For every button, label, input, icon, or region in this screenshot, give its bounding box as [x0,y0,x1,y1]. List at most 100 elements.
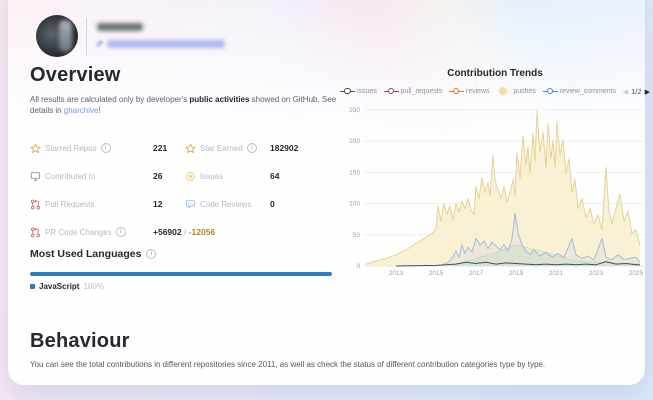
profile-url-blurred [107,39,225,48]
stat-starred-repos: Starred Repos i [30,142,153,154]
behaviour-title: Behaviour [30,330,130,352]
stat-label: Contributed to [45,171,96,181]
info-icon[interactable]: i [246,143,257,153]
contribution-trends-panel: Contribution Trends issues pull_requests… [338,68,652,276]
stat-value: 221 [153,143,168,153]
chart-legend: issues pull_requests reviews pushes revi… [338,87,652,96]
overview-title: Overview [30,64,121,86]
stats-grid: Starred Repos i 221 Star Earned i 182902… [30,134,346,246]
svg-text:0: 0 [356,263,360,270]
svg-text:50: 50 [353,232,361,239]
value-separator: / [181,227,189,237]
stat-label: Starred Repos [45,143,97,153]
description-text: All results are calculated only by devel… [30,95,190,104]
pull-request-icon [31,227,40,237]
legend-marker-icon [383,87,399,96]
pull-request-icon [31,199,40,209]
svg-text:100: 100 [349,201,360,208]
star-outline-icon [185,142,196,153]
languages-title-row: Most Used Languages i [30,248,157,260]
stat-label: Code Reviews [200,199,252,209]
stat-value: 0 [270,199,275,209]
stats-row: PR Code Changes i +56902 / -12056 [30,218,346,246]
deletions-value: -12056 [188,227,216,237]
stat-issues: Issues [185,171,270,182]
svg-text:2021: 2021 [549,270,564,276]
monitor-icon [30,171,41,181]
stats-row: Starred Repos i 221 Star Earned i 182902 [30,134,346,162]
code-review-icon [185,199,196,208]
stat-value: 182902 [270,143,299,153]
stat-code-reviews: Code Reviews [185,199,270,210]
legend-item-pushes[interactable]: pushes [496,87,536,96]
svg-text:2015: 2015 [429,270,444,276]
stat-value: 12 [153,199,163,209]
svg-text:2013: 2013 [389,270,404,276]
legend-item-issues[interactable]: issues [340,87,377,96]
description-bold: public activities [189,95,250,104]
link-icon [96,40,103,47]
description-text: ! [98,106,101,115]
pager-page-indicator: 1/2 [631,87,642,96]
stat-pull-requests: Pull Requests [30,199,153,210]
language-percent: 100% [83,282,104,291]
svg-text:2017: 2017 [469,270,484,276]
pager-prev-icon[interactable]: ◀ [622,88,629,96]
stat-label: Issues [200,171,224,181]
stat-label: Star Earned [200,143,243,153]
description-text: showed on GitHub. See details in [30,95,337,115]
profile-card: Overview All results are calculated only… [8,0,650,385]
additions-value: +56902 [153,227,182,237]
languages-title: Most Used Languages [30,248,142,260]
svg-text:2025: 2025 [629,270,644,276]
header-divider [86,18,87,56]
legend-marker-icon [542,87,558,96]
info-icon[interactable]: i [146,249,157,259]
stat-value: 26 [153,171,163,181]
legend-label: review_comments [559,88,617,95]
stat-contributed-to: Contributed to [30,171,153,182]
language-name: JavaScript [39,282,80,291]
svg-text:250: 250 [349,107,360,114]
svg-text:2019: 2019 [509,270,524,276]
svg-text:150: 150 [349,169,360,176]
info-icon[interactable]: i [100,143,111,153]
svg-text:2023: 2023 [589,270,604,276]
legend-marker-icon [340,87,355,96]
legend-item-reviews[interactable]: reviews [448,87,490,96]
gharchive-link[interactable]: gharchive [63,106,99,115]
legend-pager: ◀ 1/2 ▶ [623,87,650,96]
legend-marker-icon [496,87,512,96]
stat-star-earned: Star Earned i [185,142,270,154]
chart-title: Contribution Trends [447,68,543,79]
legend-marker-icon [448,87,464,96]
profile-link[interactable] [95,39,225,48]
stats-row: Contributed to 26 Issues 64 [30,162,346,190]
language-color-dot [30,284,35,289]
star-outline-icon [30,142,41,153]
info-icon[interactable]: i [115,227,126,237]
issue-icon [186,171,195,181]
stat-label: Pull Requests [45,199,95,209]
pager-next-icon[interactable]: ▶ [644,88,650,96]
trend-chart-svg[interactable]: 0 50 100 150 200 250 2013 2015 2017 2019 2021 2023 2… [338,98,650,276]
legend-label: issues [357,88,377,95]
language-bar[interactable] [30,272,332,276]
legend-item-review-comments[interactable]: review_comments [542,87,617,96]
stat-value: +56902 / -12056 [153,227,346,237]
stat-pr-code-changes: PR Code Changes i [30,227,153,238]
overview-description: All results are calculated only by devel… [30,94,344,116]
language-legend-item: JavaScript 100% [30,282,104,291]
behaviour-description: You can see the total contributions in d… [30,360,546,369]
legend-label: pull_requests [400,88,443,95]
svg-text:200: 200 [349,138,360,145]
legend-item-pull-requests[interactable]: pull_requests [383,87,443,96]
avatar[interactable] [36,15,78,57]
legend-label: reviews [465,88,490,95]
stat-value: 64 [270,171,280,181]
legend-label: pushes [513,88,536,95]
stats-row: Pull Requests 12 Code Reviews 0 [30,190,346,218]
stat-label: PR Code Changes [45,227,112,237]
username-blurred [97,23,143,31]
